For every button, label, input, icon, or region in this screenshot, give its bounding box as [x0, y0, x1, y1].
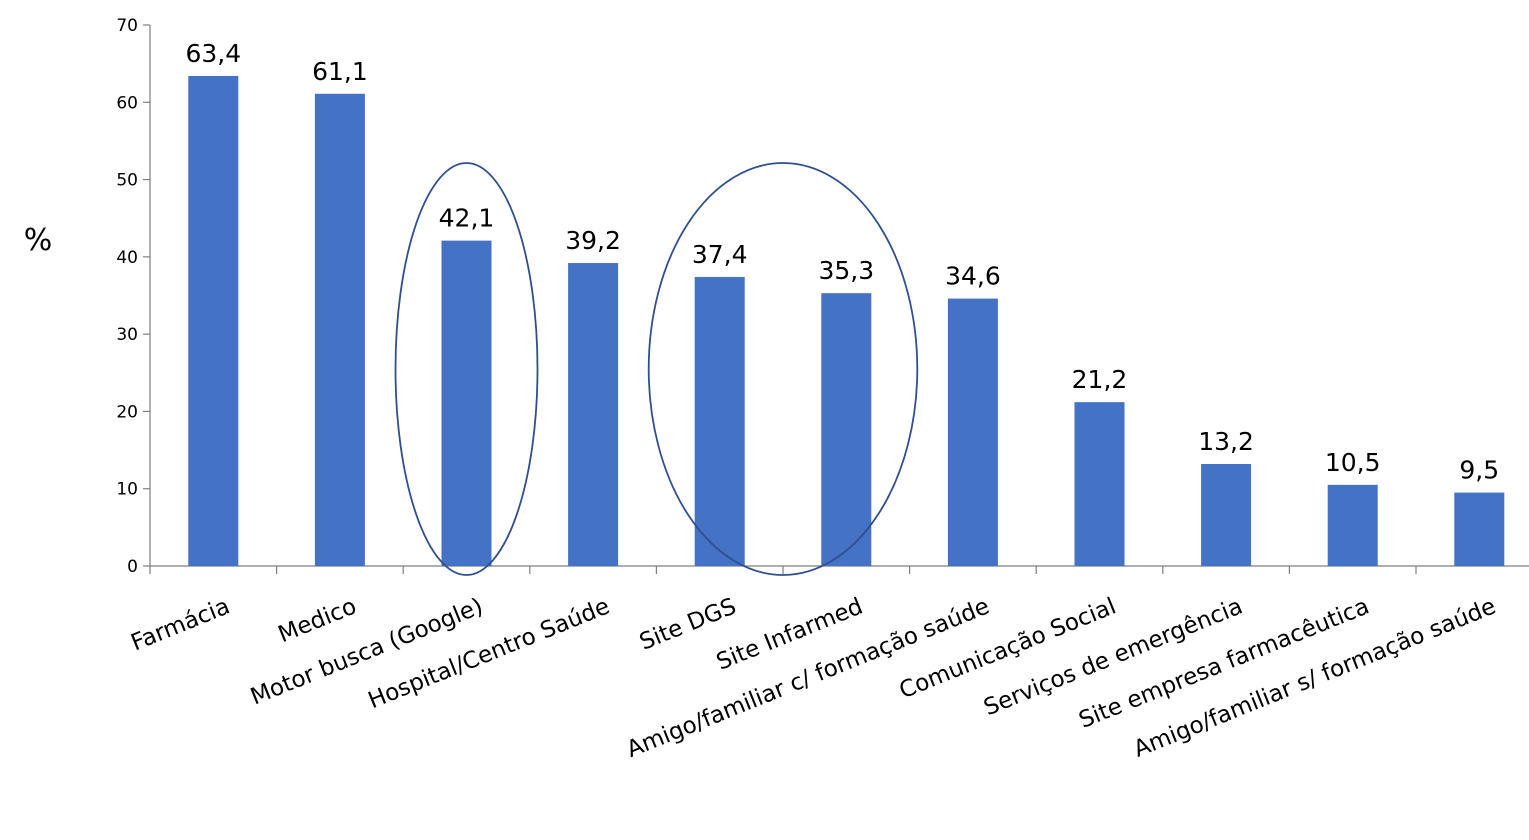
bar: [1074, 402, 1125, 566]
data-label: 35,3: [818, 256, 874, 285]
data-labels: 63,4 61,1 42,1 39,2 37,4 35,3 34,6 21,2 13,2 10,5…: [185, 39, 1499, 485]
bar: [947, 298, 998, 566]
y-tick-label: 30: [116, 325, 138, 345]
highlight-ellipse: [647, 162, 919, 576]
data-label: 37,4: [692, 240, 748, 269]
data-label: 34,6: [945, 262, 1001, 291]
y-tick-label: 70: [116, 16, 138, 36]
bar: [694, 276, 745, 566]
y-tick-label: 50: [116, 171, 138, 191]
axes: 0 10 20 30 40 50 60 70: [116, 16, 1529, 577]
data-label: 61,1: [312, 57, 368, 86]
bar: [1327, 484, 1378, 566]
bar: [1454, 492, 1505, 566]
category-label: Medico: [275, 593, 360, 648]
bars: [188, 76, 1505, 566]
y-tick-label: 10: [116, 480, 138, 500]
y-tick-label: 60: [116, 93, 138, 113]
category-label: Hospital/Centro Saúde: [365, 593, 614, 714]
bar: [1201, 463, 1252, 566]
data-label: 13,2: [1198, 427, 1254, 456]
bar: [821, 293, 872, 566]
data-label: 10,5: [1325, 448, 1381, 477]
annotations: [394, 162, 919, 576]
bar: [441, 240, 492, 566]
data-label: 9,5: [1459, 456, 1499, 485]
bar: [568, 263, 619, 566]
category-label: Farmácia: [127, 593, 233, 656]
y-tick-label: 40: [116, 248, 138, 268]
highlight-ellipse: [394, 162, 539, 576]
y-tick-label: 0: [127, 557, 138, 577]
data-label: 63,4: [185, 39, 241, 68]
y-tick-label: 20: [116, 402, 138, 422]
y-axis-title: %: [24, 223, 53, 258]
bar: [188, 76, 239, 566]
data-label: 21,2: [1072, 365, 1128, 394]
bar: [314, 93, 365, 566]
data-label: 42,1: [439, 204, 495, 233]
data-label: 39,2: [565, 226, 621, 255]
